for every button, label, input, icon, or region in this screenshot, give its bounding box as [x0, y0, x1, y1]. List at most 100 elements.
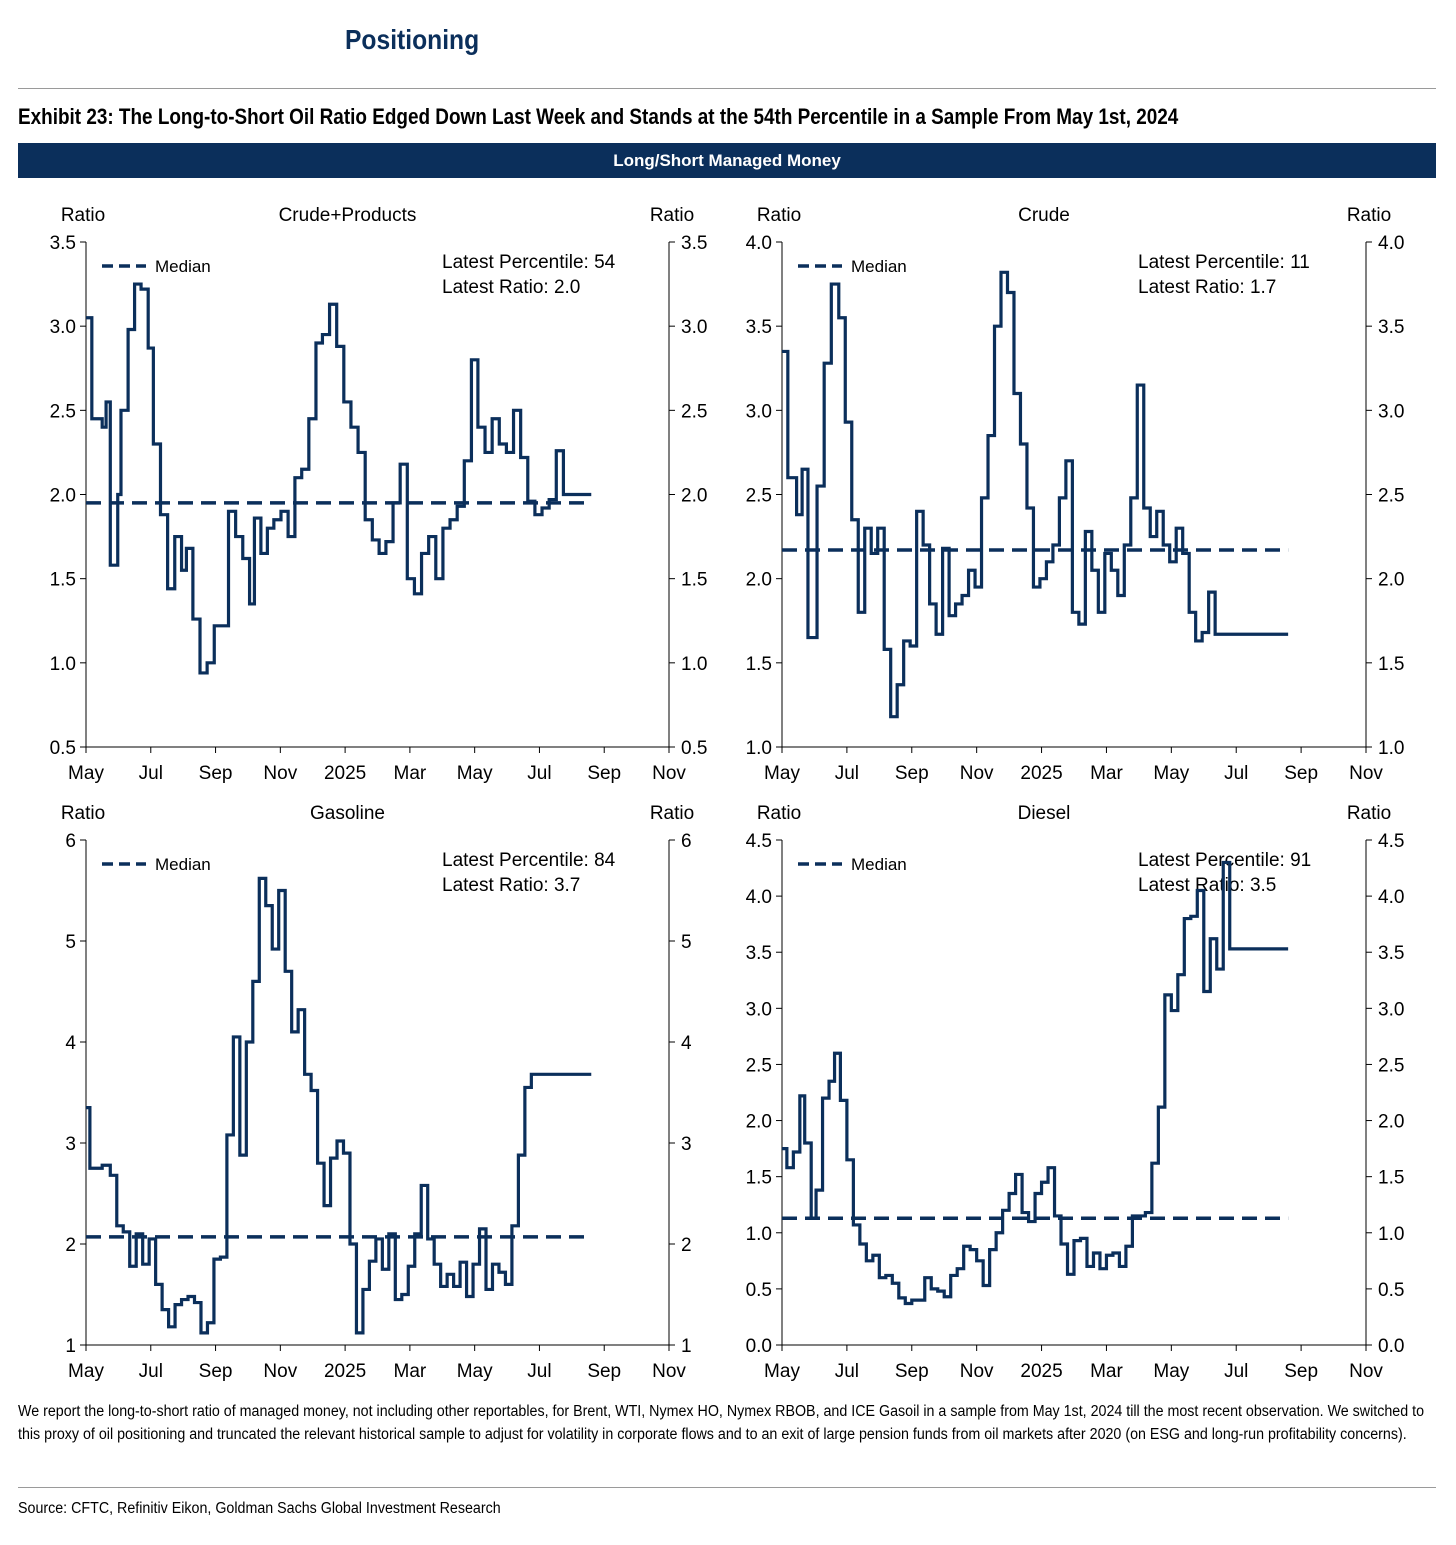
y-tick-label-left: 3.0	[50, 317, 76, 338]
annotation-line: Latest Percentile: 84	[442, 850, 616, 871]
top-divider	[18, 88, 1436, 89]
x-tick-label: Jul	[527, 1361, 551, 1382]
y-tick-label-left: 3.5	[746, 943, 772, 964]
x-tick-label: Nov	[263, 1361, 297, 1382]
y-tick-label-left: 4.5	[746, 831, 772, 852]
y-tick-label-right: 3.5	[1378, 317, 1404, 338]
x-tick-label: Jul	[835, 1361, 859, 1382]
y-tick-label-left: 2.0	[50, 486, 76, 507]
x-tick-label: May	[1153, 763, 1189, 784]
y-tick-label-right: 1	[681, 1336, 692, 1357]
y-tick-label-right: 2.5	[681, 401, 707, 422]
y-tick-label-left: 4	[65, 1033, 76, 1054]
y-tick-label-left: 3.0	[746, 999, 772, 1020]
x-tick-label: Jul	[1224, 1361, 1248, 1382]
x-tick-label: Nov	[263, 763, 297, 784]
x-tick-label: May	[68, 1361, 104, 1382]
y-axis-label-right: Ratio	[650, 803, 694, 824]
y-tick-label-right: 4.0	[1378, 887, 1404, 908]
x-tick-label: Sep	[199, 763, 233, 784]
y-tick-label-left: 1.5	[746, 654, 772, 675]
series-line-diesel	[782, 860, 1289, 1306]
exhibit-title: Exhibit 23: The Long-to-Short Oil Ratio …	[18, 104, 1179, 129]
x-tick-label: Nov	[960, 763, 994, 784]
x-tick-label: 2025	[1020, 763, 1062, 784]
y-tick-label-left: 2.5	[50, 401, 76, 422]
x-tick-label: Mar	[1090, 1361, 1123, 1382]
x-tick-label: Jul	[139, 763, 163, 784]
y-axis-label-right: Ratio	[650, 205, 694, 226]
x-tick-label: Nov	[1349, 763, 1383, 784]
y-tick-label-left: 1.5	[50, 570, 76, 591]
banner-label: Long/Short Managed Money	[613, 150, 841, 170]
y-tick-label-left: 2.5	[746, 1055, 772, 1076]
y-tick-label-right: 1.0	[1378, 1224, 1404, 1245]
y-tick-label-right: 3.0	[1378, 999, 1404, 1020]
y-tick-label-right: 0.5	[681, 738, 707, 759]
y-axis-label-left: Ratio	[61, 803, 105, 824]
y-axis-label-left: Ratio	[757, 205, 801, 226]
y-tick-label-right: 2.0	[681, 486, 707, 507]
y-tick-label-right: 1.5	[1378, 654, 1404, 675]
series-line-crude	[782, 270, 1289, 719]
x-tick-label: Jul	[835, 763, 859, 784]
x-tick-label: Sep	[1284, 763, 1318, 784]
y-tick-label-left: 0.5	[50, 738, 76, 759]
section-title: Positioning	[345, 24, 480, 55]
y-axis-label-left: Ratio	[61, 205, 105, 226]
y-tick-label-right: 2.5	[1378, 486, 1404, 507]
y-tick-label-right: 4.0	[1378, 233, 1404, 254]
y-tick-label-right: 3.0	[1378, 401, 1404, 422]
y-tick-label-right: 0.5	[1378, 1280, 1404, 1301]
x-tick-label: Jul	[527, 763, 551, 784]
y-tick-label-right: 2.0	[1378, 570, 1404, 591]
x-tick-label: Nov	[652, 1361, 686, 1382]
x-tick-label: Jul	[139, 1361, 163, 1382]
y-tick-label-left: 5	[65, 932, 76, 953]
annotation-line: Latest Ratio: 2.0	[442, 277, 580, 298]
x-tick-label: May	[68, 763, 104, 784]
x-tick-label: 2025	[324, 1361, 366, 1382]
y-tick-label-right: 1.5	[681, 570, 707, 591]
y-tick-label-left: 3	[65, 1134, 76, 1155]
legend-label-median: Median	[851, 257, 907, 276]
y-tick-label-left: 3.5	[746, 317, 772, 338]
x-tick-label: Sep	[1284, 1361, 1318, 1382]
y-axis-label-right: Ratio	[1347, 803, 1391, 824]
x-tick-label: May	[457, 1361, 493, 1382]
x-tick-label: Sep	[199, 1361, 233, 1382]
y-tick-label-left: 1.5	[746, 1168, 772, 1189]
x-tick-label: Nov	[652, 763, 686, 784]
y-tick-label-left: 2.5	[746, 486, 772, 507]
x-tick-label: 2025	[324, 763, 366, 784]
y-tick-label-right: 1.0	[1378, 738, 1404, 759]
chart-title: Gasoline	[310, 803, 385, 824]
source-note: Source: CFTC, Refinitiv Eikon, Goldman S…	[18, 1500, 501, 1517]
y-tick-label-right: 5	[681, 932, 692, 953]
y-tick-label-left: 1.0	[746, 738, 772, 759]
x-tick-label: Mar	[394, 1361, 427, 1382]
y-tick-label-left: 2	[65, 1235, 76, 1256]
y-tick-label-right: 4	[681, 1033, 692, 1054]
annotation-line: Latest Percentile: 54	[442, 252, 616, 273]
annotation-line: Latest Ratio: 1.7	[1138, 277, 1276, 298]
x-tick-label: Jul	[1224, 763, 1248, 784]
x-tick-label: May	[764, 763, 800, 784]
legend-label-median: Median	[155, 855, 211, 874]
y-tick-label-right: 3.5	[681, 233, 707, 254]
y-tick-label-left: 1.0	[50, 654, 76, 675]
annotation-line: Latest Ratio: 3.5	[1138, 875, 1276, 896]
x-tick-label: Nov	[1349, 1361, 1383, 1382]
y-tick-label-left: 2.0	[746, 570, 772, 591]
y-tick-label-left: 1	[65, 1336, 76, 1357]
chart-title: Crude	[1018, 205, 1070, 226]
y-tick-label-left: 2.0	[746, 1112, 772, 1133]
x-tick-label: Sep	[587, 1361, 621, 1382]
x-tick-label: Mar	[394, 763, 427, 784]
y-tick-label-left: 0.0	[746, 1336, 772, 1357]
legend-label-median: Median	[155, 257, 211, 276]
x-tick-label: Nov	[960, 1361, 994, 1382]
y-tick-label-left: 0.5	[746, 1280, 772, 1301]
footnote: We report the long-to-short ratio of man…	[18, 1403, 1425, 1443]
x-tick-label: Sep	[587, 763, 621, 784]
